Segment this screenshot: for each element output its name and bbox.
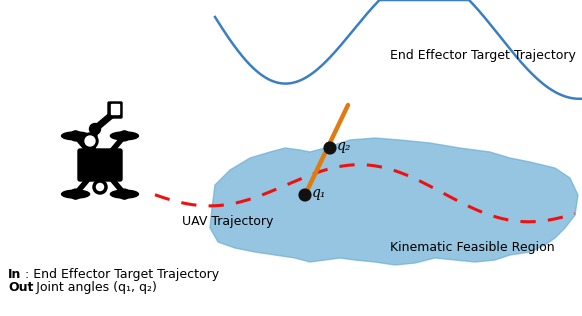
Polygon shape [210, 138, 578, 265]
Point [300, 192, 310, 198]
Ellipse shape [62, 190, 90, 198]
Text: q₂: q₂ [337, 139, 352, 153]
Circle shape [119, 189, 129, 199]
Text: Kinematic Feasible Region: Kinematic Feasible Region [390, 241, 555, 254]
Circle shape [85, 136, 95, 146]
Text: q₁: q₁ [312, 186, 327, 200]
Circle shape [119, 131, 129, 141]
Ellipse shape [111, 132, 139, 140]
Text: : End Effector Target Trajectory: : End Effector Target Trajectory [21, 268, 219, 281]
Circle shape [94, 181, 106, 193]
Circle shape [70, 131, 80, 141]
Circle shape [90, 124, 101, 135]
FancyBboxPatch shape [78, 149, 122, 181]
FancyBboxPatch shape [112, 105, 119, 114]
Text: End Effector Target Trajectory: End Effector Target Trajectory [390, 48, 576, 62]
Text: UAV Trajectory: UAV Trajectory [182, 216, 274, 228]
Text: : Joint angles (q₁, q₂): : Joint angles (q₁, q₂) [28, 281, 157, 294]
Point [325, 145, 335, 150]
Ellipse shape [62, 132, 90, 140]
Circle shape [82, 133, 98, 149]
Ellipse shape [111, 190, 139, 198]
Text: In: In [8, 268, 22, 281]
Circle shape [70, 189, 80, 199]
Text: Out: Out [8, 281, 33, 294]
FancyBboxPatch shape [108, 102, 122, 118]
